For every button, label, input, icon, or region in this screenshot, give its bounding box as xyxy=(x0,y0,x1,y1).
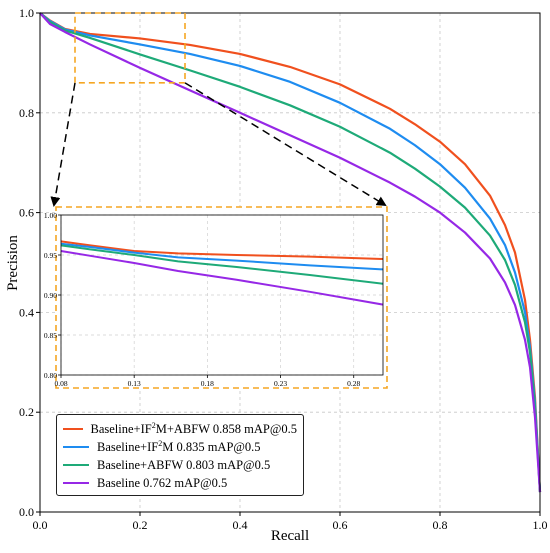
y-tick-label: 0.2 xyxy=(19,405,34,419)
inset-series-line xyxy=(60,244,384,285)
legend-label: Baseline 0.762 mAP@0.5 xyxy=(97,476,228,491)
legend-swatch xyxy=(63,482,89,484)
legend-entry: Baseline 0.762 mAP@0.5 xyxy=(63,474,297,492)
inset-series-line xyxy=(60,240,384,260)
inset-frame xyxy=(55,206,388,389)
inset-x-tick-label: 0.13 xyxy=(128,379,141,388)
y-tick-label: 0.0 xyxy=(19,505,34,519)
y-tick-label: 0.6 xyxy=(19,206,34,220)
y-tick-label: 0.8 xyxy=(19,106,34,120)
x-tick-label: 0.6 xyxy=(333,518,348,532)
zoom-arrow xyxy=(50,82,76,207)
series-line xyxy=(39,12,542,493)
zoom-arrow xyxy=(184,82,387,207)
series-line xyxy=(39,12,542,493)
legend-entry: Baseline+ABFW 0.803 mAP@0.5 xyxy=(63,456,297,474)
y-tick-label: 1.0 xyxy=(19,6,34,20)
series-line xyxy=(39,12,542,493)
inset-y-tick-label: 0.90 xyxy=(44,291,57,300)
plot-frame xyxy=(39,12,541,513)
x-tick-label: 0.8 xyxy=(433,518,448,532)
x-tick-label: 0.4 xyxy=(233,518,248,532)
legend-entry: Baseline+IF2M 0.835 mAP@0.5 xyxy=(63,438,297,456)
series-line xyxy=(39,12,542,493)
inset-y-tick-label: 0.80 xyxy=(44,371,57,380)
legend-swatch xyxy=(63,446,89,448)
inset-x-tick-label: 0.28 xyxy=(347,379,360,388)
inset-series-line xyxy=(60,250,384,306)
inset-series-line xyxy=(60,242,384,271)
x-tick-label: 0.2 xyxy=(133,518,148,532)
legend-label: Baseline+IF2M+ABFW 0.858 mAP@0.5 xyxy=(90,420,298,437)
y-axis-label: Precision xyxy=(5,235,21,291)
inset-x-tick-label: 0.18 xyxy=(201,379,214,388)
zoom-region-box xyxy=(74,12,186,84)
legend-label: Baseline+IF2M 0.835 mAP@0.5 xyxy=(97,438,261,455)
inset-x-tick-label: 0.23 xyxy=(274,379,287,388)
legend-swatch xyxy=(63,428,83,430)
legend-label: Baseline+ABFW 0.803 mAP@0.5 xyxy=(97,458,271,473)
x-tick-label: 1.0 xyxy=(533,518,548,532)
inset-x-tick-label: 0.08 xyxy=(54,379,67,388)
inset-y-tick-label: 0.85 xyxy=(44,331,57,340)
inset-y-tick-label: 0.95 xyxy=(44,251,57,260)
x-tick-label: 0.0 xyxy=(33,518,48,532)
legend: Baseline+IF2M+ABFW 0.858 mAP@0.5 Baselin… xyxy=(56,414,304,496)
legend-swatch xyxy=(63,464,89,466)
x-axis-label: Recall xyxy=(271,528,309,544)
inset-y-tick-label: 1.00 xyxy=(44,211,57,220)
y-tick-label: 0.4 xyxy=(19,305,34,319)
legend-entry: Baseline+IF2M+ABFW 0.858 mAP@0.5 xyxy=(63,420,297,438)
